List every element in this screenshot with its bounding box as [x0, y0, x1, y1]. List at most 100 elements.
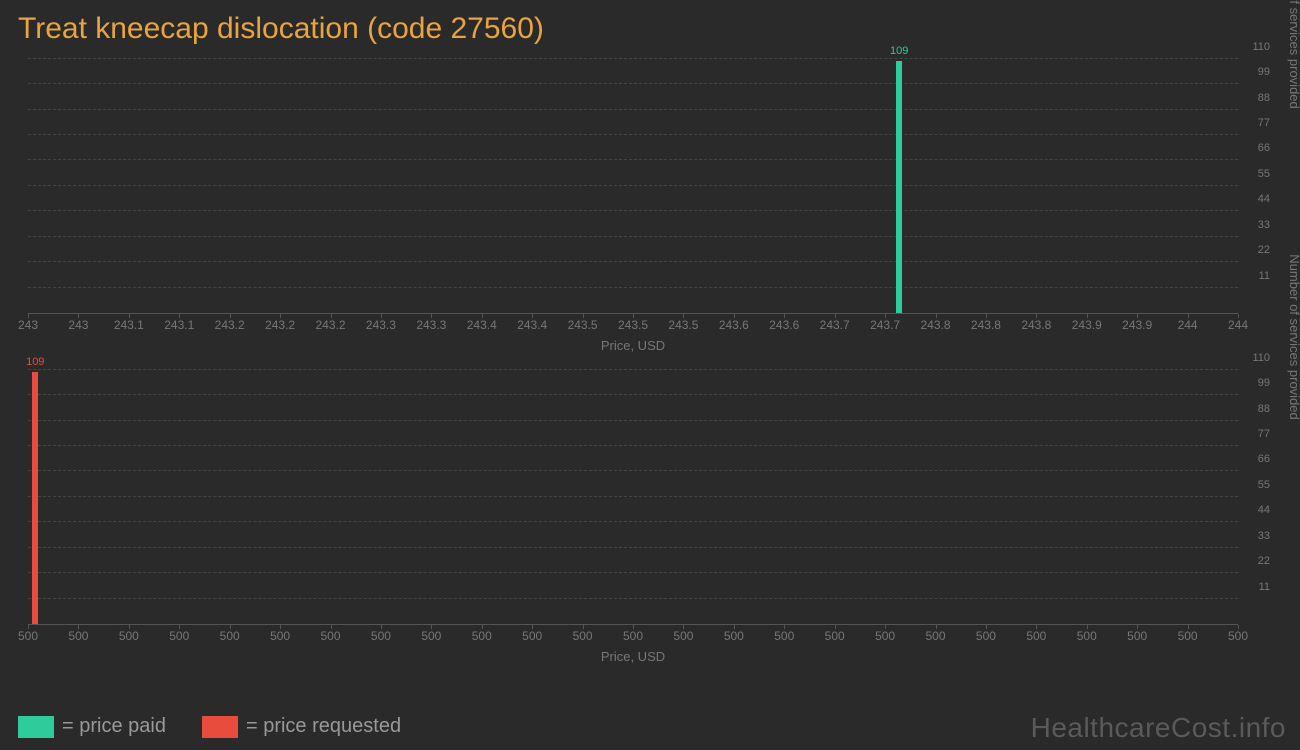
gridline [28, 598, 1238, 599]
bar-value-label: 109 [26, 356, 44, 368]
gridline [28, 210, 1238, 211]
plot-area-bottom: Number of services provided 112233445566… [28, 365, 1238, 625]
gridline [28, 445, 1238, 446]
y-axis-label-bottom: Number of services provided [1287, 254, 1300, 419]
x-tick: 500 [825, 629, 845, 643]
x-tick: 243.9 [1122, 318, 1152, 332]
legend-label-paid: = price paid [62, 715, 166, 738]
y-tick: 55 [1258, 479, 1270, 491]
y-tick: 77 [1258, 117, 1270, 129]
y-tick: 99 [1258, 66, 1270, 78]
legend-label-requested: = price requested [246, 715, 401, 738]
x-tick: 500 [875, 629, 895, 643]
x-axis-label-top: Price, USD [28, 338, 1238, 353]
gridline [28, 287, 1238, 288]
x-tick: 243.4 [467, 318, 497, 332]
x-tick: 244 [1228, 318, 1248, 332]
x-tick: 243.1 [114, 318, 144, 332]
y-tick: 44 [1258, 504, 1270, 516]
x-tick: 500 [421, 629, 441, 643]
y-tick: 11 [1259, 270, 1270, 282]
x-tick: 243.5 [618, 318, 648, 332]
x-tick: 243.6 [719, 318, 749, 332]
y-tick: 110 [1252, 352, 1270, 364]
x-tick: 244 [1178, 318, 1198, 332]
gridline [28, 521, 1238, 522]
x-tick: 243.2 [215, 318, 245, 332]
x-tick: 243 [68, 318, 88, 332]
x-tick: 500 [1178, 629, 1198, 643]
x-tick: 243.6 [769, 318, 799, 332]
gridline [28, 109, 1238, 110]
x-tick: 500 [119, 629, 139, 643]
gridline [28, 83, 1238, 84]
y-tick: 22 [1258, 244, 1270, 256]
x-tick: 500 [169, 629, 189, 643]
bar: 109 [32, 372, 38, 624]
x-tick: 500 [220, 629, 240, 643]
gridline [28, 547, 1238, 548]
x-tick: 243.2 [265, 318, 295, 332]
bar: 109 [896, 61, 902, 313]
x-tick-row-top: 243243243.1243.1243.2243.2243.2243.3243.… [28, 318, 1238, 336]
y-tick: 44 [1258, 193, 1270, 205]
gridline [28, 369, 1238, 370]
x-tick: 500 [1228, 629, 1248, 643]
x-tick: 243.4 [517, 318, 547, 332]
x-tick: 500 [522, 629, 542, 643]
x-tick: 243.9 [1072, 318, 1102, 332]
x-tick: 500 [1127, 629, 1147, 643]
x-tick: 243 [18, 318, 38, 332]
x-tick-row-bottom: 500 500 500 500 500 500 500 500 500 500 500 500 500 5… [28, 629, 1238, 647]
x-tick: 500 [925, 629, 945, 643]
legend-item-requested: = price requested [202, 715, 401, 738]
x-tick: 500 [68, 629, 88, 643]
x-tick: 243.2 [315, 318, 345, 332]
x-tick: 500 [1026, 629, 1046, 643]
legend-swatch-paid [18, 716, 54, 738]
y-tick: 66 [1258, 453, 1270, 465]
chart-price-requested: Number of services provided 112233445566… [28, 365, 1238, 664]
y-tick: 88 [1258, 403, 1270, 415]
gridline [28, 572, 1238, 573]
gridline [28, 470, 1238, 471]
plot-area-top: Number of services provided 112233445566… [28, 54, 1238, 314]
y-tick: 110 [1252, 41, 1270, 53]
legend-item-paid: = price paid [18, 715, 166, 738]
legend: = price paid = price requested [18, 715, 401, 738]
gridline [28, 420, 1238, 421]
x-tick: 500 [724, 629, 744, 643]
y-tick: 33 [1258, 530, 1270, 542]
x-tick: 500 [320, 629, 340, 643]
x-tick: 500 [623, 629, 643, 643]
y-tick: 77 [1258, 428, 1270, 440]
x-tick: 500 [472, 629, 492, 643]
gridline [28, 394, 1238, 395]
x-tick: 500 [976, 629, 996, 643]
x-tick: 243.8 [971, 318, 1001, 332]
x-tick: 500 [573, 629, 593, 643]
y-tick: 33 [1258, 219, 1270, 231]
y-tick: 88 [1258, 92, 1270, 104]
x-tick: 243.1 [164, 318, 194, 332]
y-axis-label-top: Number of services provided [1287, 0, 1300, 108]
y-tick: 11 [1259, 581, 1270, 593]
watermark: HealthcareCost.info [1031, 712, 1286, 744]
gridline [28, 159, 1238, 160]
x-tick: 243.8 [1021, 318, 1051, 332]
gridline [28, 58, 1238, 59]
x-tick: 500 [673, 629, 693, 643]
chart-price-paid: Number of services provided 112233445566… [28, 54, 1238, 353]
x-tick: 243.7 [820, 318, 850, 332]
y-tick: 99 [1258, 377, 1270, 389]
x-tick: 500 [1077, 629, 1097, 643]
x-tick: 243.5 [668, 318, 698, 332]
x-tick: 500 [371, 629, 391, 643]
gridline [28, 496, 1238, 497]
bar-value-label: 109 [890, 45, 908, 57]
gridline [28, 134, 1238, 135]
x-tick: 243.3 [416, 318, 446, 332]
x-tick: 243.5 [568, 318, 598, 332]
x-tick: 243.7 [870, 318, 900, 332]
y-tick: 22 [1258, 555, 1270, 567]
